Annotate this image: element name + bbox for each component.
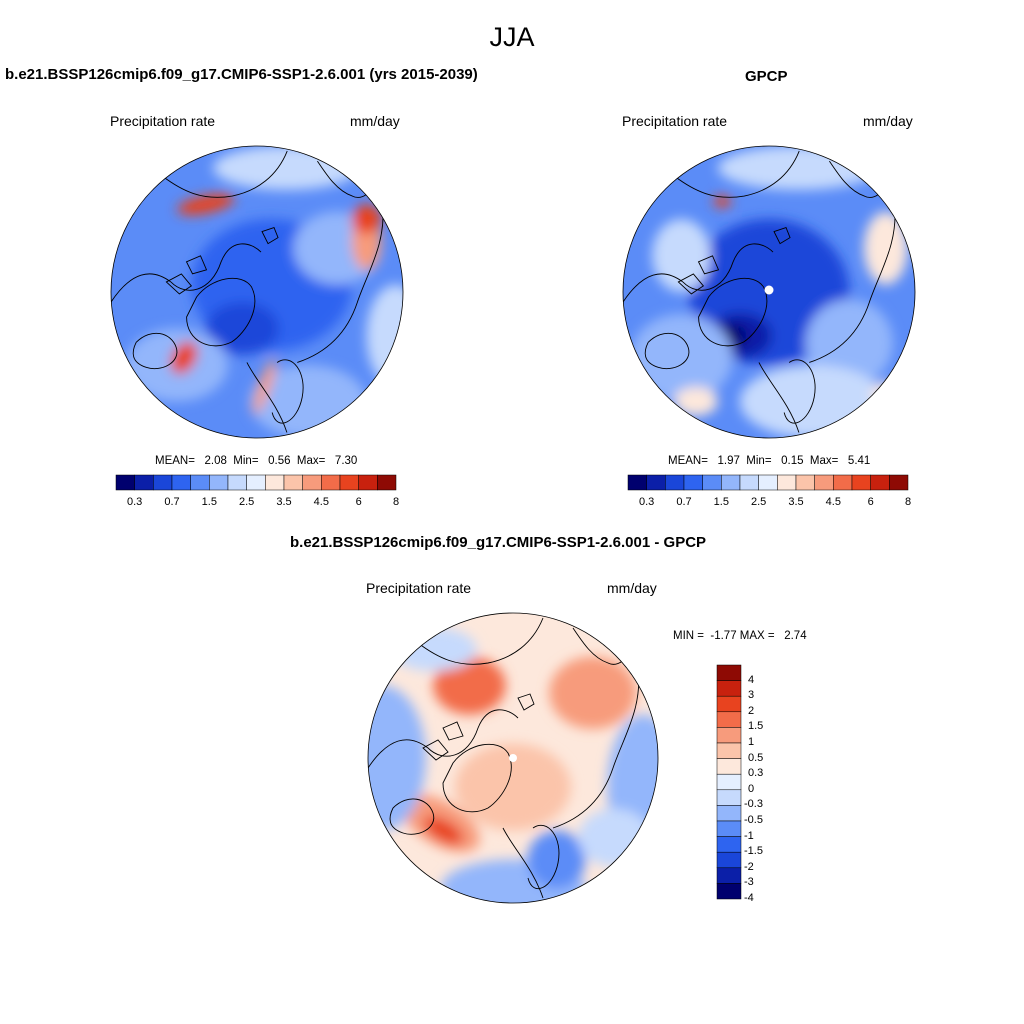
- precip-region: [630, 313, 733, 402]
- precip-region: [652, 219, 711, 292]
- model-stats: MEAN= 2.08 Min= 0.56 Max= 7.30: [155, 455, 358, 467]
- diff-colorbar-swatch: [716, 758, 742, 775]
- model-units-label: mm/day: [350, 113, 400, 129]
- diff-colorbar-swatch: [716, 773, 742, 791]
- diff-colorbar-tick-label: 0: [748, 782, 755, 795]
- model-colorbar-tick-label: 2.5: [239, 496, 255, 508]
- model-colorbar-swatch: [377, 474, 397, 491]
- model-colorbar-tick-label: 1.5: [201, 496, 217, 508]
- obs-stats: MEAN= 1.97 Min= 0.15 Max= 5.41: [668, 455, 871, 467]
- obs-units-label: mm/day: [863, 113, 913, 129]
- diff-variable-label: Precipitation rate: [366, 580, 472, 596]
- obs-colorbar-tick-label: 3.5: [788, 496, 804, 508]
- diff-colorbar-tick-label: -1: [744, 829, 754, 842]
- diff-colorbar-swatch: [716, 680, 742, 697]
- model-variable-label: Precipitation rate: [110, 113, 216, 129]
- diff-colorbar-tick-label: -0.3: [744, 798, 763, 811]
- precip-region: [713, 195, 732, 208]
- diff-colorbar-tick-label: 4: [748, 673, 755, 686]
- precip-region: [170, 341, 198, 374]
- diff-colorbar-swatch: [716, 867, 742, 884]
- diff-colorbar-swatch: [716, 727, 742, 744]
- diff-colorbar-swatch: [716, 789, 742, 806]
- diff-colorbar-swatch: [716, 695, 742, 713]
- obs-colorbar-tick-label: 2.5: [751, 496, 767, 508]
- precip-region: [805, 299, 894, 387]
- model-colorbar-tick-label: 0.7: [164, 496, 180, 508]
- diff-colorbar-swatch: [716, 664, 742, 681]
- model-colorbar-tick-label: 0.3: [127, 496, 143, 508]
- figure-title: JJA: [489, 22, 535, 52]
- diff-colorbar-tick-label: 1: [748, 736, 755, 748]
- diff-colorbar-swatch: [716, 851, 742, 869]
- diff-colorbar-tick-label: -4: [744, 892, 754, 904]
- diff-colorbar-tick-label: -0.5: [744, 814, 763, 826]
- precip-region: [549, 656, 637, 729]
- obs-colorbar-tick-label: 0.3: [639, 496, 655, 508]
- diff-colorbar-swatch: [716, 805, 742, 822]
- diff-colorbar-tick-label: -2: [744, 860, 754, 873]
- diff-colorbar-swatch: [716, 836, 742, 853]
- diff-panel-title: b.e21.BSSP126cmip6.f09_g17.CMIP6-SSP1-2.…: [290, 534, 707, 551]
- obs-colorbar-tick-label: 0.7: [676, 496, 692, 508]
- diff-stats: MIN = -1.77 MAX = 2.74: [673, 630, 807, 642]
- obs-colorbar-tick-label: 8: [904, 496, 912, 508]
- diff-colorbar-tick-label: 2: [748, 704, 755, 717]
- diff-colorbar-tick-label: -3: [744, 876, 754, 889]
- diff-colorbar-tick-label: -1.5: [744, 845, 763, 858]
- model-colorbar-tick-label: 3.5: [276, 496, 292, 508]
- precip-region: [368, 685, 426, 831]
- obs-panel-title: GPCP: [745, 68, 788, 85]
- model-colorbar-tick-label: 8: [392, 496, 400, 508]
- diff-colorbar-tick-label: 0.3: [748, 767, 764, 780]
- obs-colorbar-tick-label: 6: [867, 496, 874, 508]
- diff-colorbar-tick-label: 0.5: [748, 751, 764, 764]
- obs-colorbar-tick-label: 1.5: [713, 496, 729, 508]
- precip-region: [205, 302, 279, 355]
- obs-variable-label: Precipitation rate: [622, 113, 728, 129]
- model-colorbar-tick-label: 6: [355, 496, 362, 508]
- diff-colorbar-tick-label: 3: [748, 689, 755, 702]
- map-boundary: [367, 612, 659, 904]
- diff-units-label: mm/day: [607, 580, 657, 596]
- precip-region: [366, 284, 403, 387]
- precip-region: [177, 193, 235, 215]
- map-boundary: [622, 145, 916, 439]
- obs-colorbar-tick-label: 4.5: [825, 496, 841, 508]
- diff-colorbar-swatch: [716, 711, 742, 728]
- pole-missing-marker: [509, 754, 517, 762]
- diff-colorbar-swatch: [716, 742, 742, 759]
- precip-region: [527, 830, 586, 889]
- map-boundary: [110, 145, 404, 439]
- precip-region: [674, 386, 718, 417]
- model-colorbar-tick-label: 4.5: [313, 496, 329, 508]
- model-panel-title: b.e21.BSSP126cmip6.f09_g17.CMIP6-SSP1-2.…: [5, 66, 478, 83]
- precip-region: [455, 743, 571, 831]
- obs-colorbar-swatch: [889, 474, 909, 491]
- diff-colorbar-swatch: [716, 820, 742, 837]
- diff-colorbar-tick-label: 1.5: [748, 720, 764, 733]
- diff-colorbar-swatch: [716, 883, 742, 900]
- pole-missing-marker: [764, 285, 774, 295]
- precip-region: [433, 656, 506, 715]
- coastlines: [623, 150, 896, 433]
- precip-region: [252, 359, 276, 415]
- precip-region: [423, 816, 463, 845]
- precip-region: [351, 204, 382, 234]
- precip-region: [863, 211, 908, 285]
